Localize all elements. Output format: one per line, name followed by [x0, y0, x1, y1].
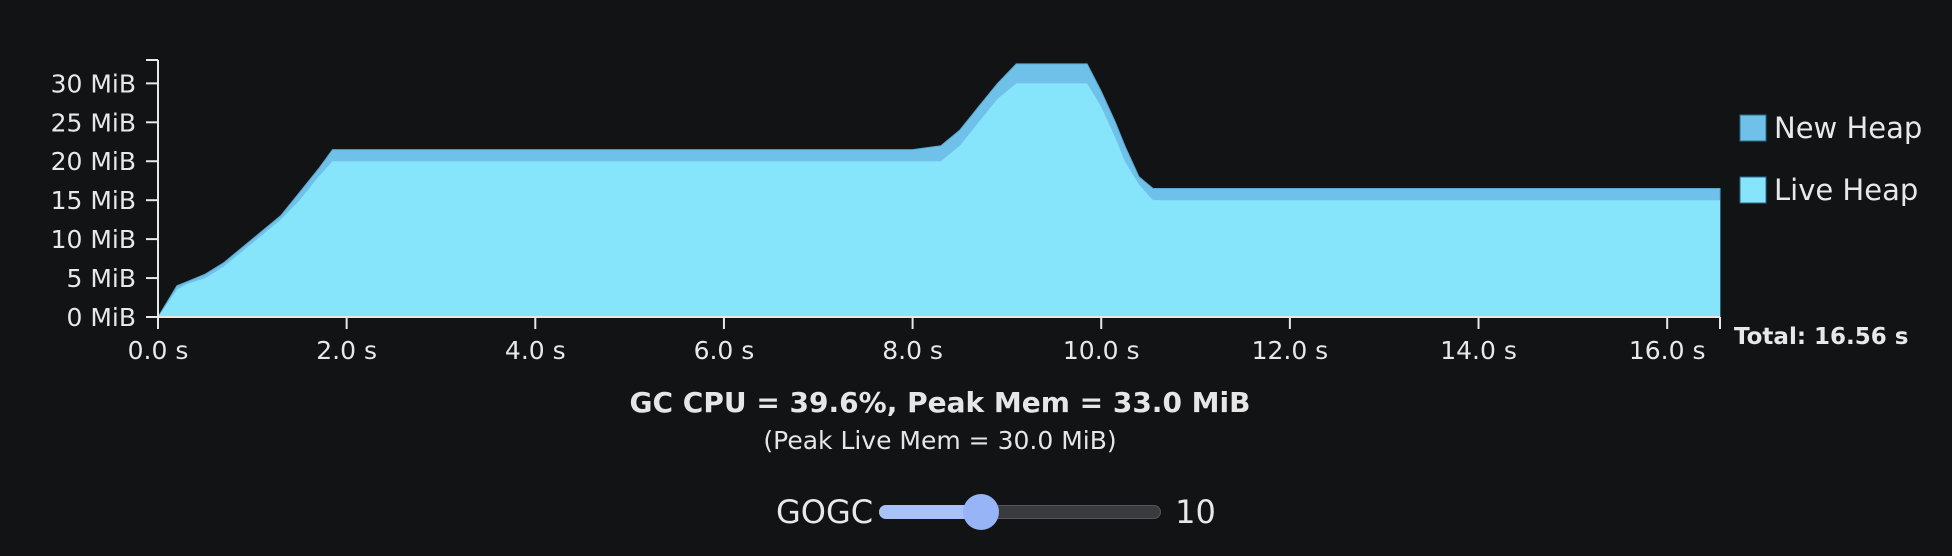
y-tick-label: 5 MiB — [66, 264, 136, 293]
y-tick-label: 0 MiB — [66, 303, 136, 332]
x-tick-label: 4.0 s — [505, 336, 566, 365]
gogc-control: GOGC 10 — [776, 490, 1216, 534]
memory-chart: 0 MiB 5 MiB 10 MiB 15 MiB 20 MiB 25 MiB 30 MiB… — [51, 59, 1922, 365]
axes: 0 MiB 5 MiB 10 MiB 15 MiB 20 MiB 25 MiB 30 MiB… — [51, 59, 1721, 365]
x-tick-label: 2.0 s — [316, 336, 377, 365]
area-live-heap — [158, 83, 1720, 318]
legend-swatch — [1739, 114, 1767, 142]
slider-fill — [879, 505, 982, 519]
legend-swatch — [1739, 176, 1767, 204]
x-tick-label: 14.0 s — [1440, 336, 1517, 365]
x-tick-label: 12.0 s — [1252, 336, 1329, 365]
heap-areas — [157, 63, 1721, 318]
peak-live-mem: (Peak Live Mem = 30.0 MiB) — [763, 426, 1117, 455]
legend-label: Live Heap — [1774, 173, 1918, 207]
x-tick-label: 0.0 s — [128, 336, 189, 365]
total-label: Total: 16.56 s — [1734, 324, 1909, 350]
legend-label: New Heap — [1774, 111, 1922, 145]
x-tick-label: 6.0 s — [694, 336, 755, 365]
gogc-label: GOGC — [776, 493, 874, 531]
y-tick-label: 15 MiB — [51, 186, 136, 215]
y-tick-label: 30 MiB — [51, 69, 136, 98]
gogc-value: 10 — [1175, 493, 1216, 531]
y-tick-label: 20 MiB — [51, 147, 136, 176]
gc-stats: GC CPU = 39.6%, Peak Mem = 33.0 MiB — [629, 386, 1251, 419]
y-tick-label: 25 MiB — [51, 108, 136, 137]
x-tick-label: 10.0 s — [1063, 336, 1140, 365]
slider-thumb[interactable] — [963, 494, 1000, 530]
y-tick-label: 10 MiB — [51, 225, 136, 254]
x-tick-label: 16.0 s — [1629, 336, 1706, 365]
legend: New Heap Live Heap — [1739, 111, 1922, 207]
x-tick-label: 8.0 s — [882, 336, 943, 365]
gogc-slider[interactable] — [879, 490, 1162, 534]
